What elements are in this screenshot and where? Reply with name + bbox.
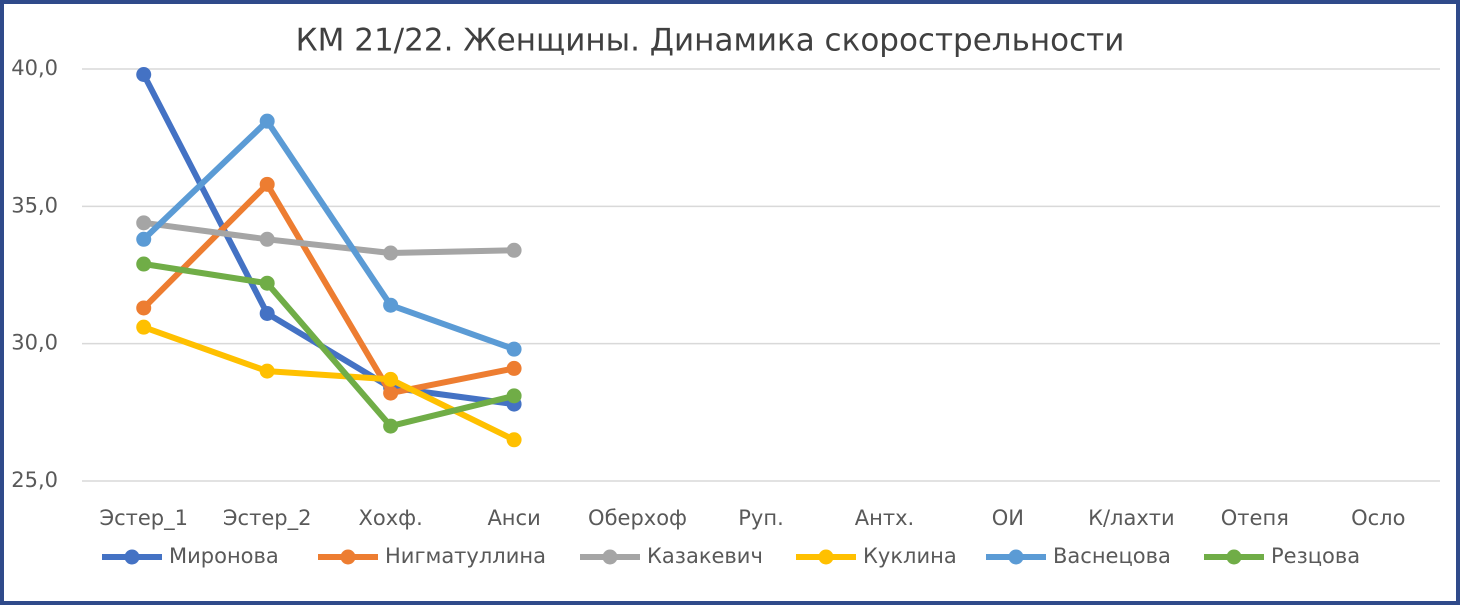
point xyxy=(506,242,522,258)
legend-label: Васнецова xyxy=(1053,544,1171,568)
x-tick-label: Оберхоф xyxy=(588,506,687,530)
legend-label: Казакевич xyxy=(647,544,763,568)
legend-marker xyxy=(1226,549,1242,565)
chart-title: КМ 21/22. Женщины. Динамика скорострельн… xyxy=(296,23,1125,59)
y-tick-label: 40,0 xyxy=(11,56,58,80)
point xyxy=(383,385,399,401)
legend-marker xyxy=(340,549,356,565)
legend-marker xyxy=(1008,549,1024,565)
point xyxy=(136,300,152,316)
point xyxy=(136,231,152,247)
point xyxy=(506,341,522,357)
series-line xyxy=(143,261,515,430)
x-tick-label: Эстер_1 xyxy=(99,506,188,531)
x-tick-label: Отепя xyxy=(1221,506,1289,530)
point xyxy=(259,231,275,247)
legend-marker xyxy=(602,549,618,565)
point xyxy=(383,371,399,387)
point xyxy=(136,319,152,335)
point xyxy=(506,388,522,404)
point xyxy=(259,363,275,379)
series-line xyxy=(141,118,516,352)
point xyxy=(259,176,275,192)
point xyxy=(259,275,275,291)
series-line xyxy=(143,219,515,257)
x-tick-label: Анси xyxy=(487,506,540,530)
point xyxy=(136,215,152,231)
point xyxy=(259,113,275,129)
legend-label: Куклина xyxy=(863,544,957,568)
series-line xyxy=(141,181,515,397)
x-tick-label: Хохф. xyxy=(358,506,422,530)
x-tick-label: Руп. xyxy=(738,506,784,530)
legend-marker xyxy=(818,549,834,565)
point xyxy=(383,418,399,434)
y-tick-label: 35,0 xyxy=(11,193,58,217)
legend-label: Миронова xyxy=(169,544,279,568)
point xyxy=(383,245,399,261)
y-tick-label: 30,0 xyxy=(11,331,58,355)
x-tick-label: Осло xyxy=(1351,506,1405,530)
point xyxy=(506,360,522,376)
x-tick-label: К/лахти xyxy=(1088,506,1175,530)
legend-label: Нигматуллина xyxy=(385,544,546,568)
point xyxy=(506,432,522,448)
legend-marker xyxy=(124,549,140,565)
y-tick-label: 25,0 xyxy=(11,468,58,492)
x-tick-label: ОИ xyxy=(992,506,1024,530)
legend-label: Резцова xyxy=(1271,544,1360,568)
point xyxy=(259,305,275,321)
x-tick-label: Эстер_2 xyxy=(223,506,312,531)
x-tick-label: Антх. xyxy=(855,506,914,530)
point xyxy=(136,66,152,82)
point xyxy=(383,297,399,313)
point xyxy=(136,256,152,272)
